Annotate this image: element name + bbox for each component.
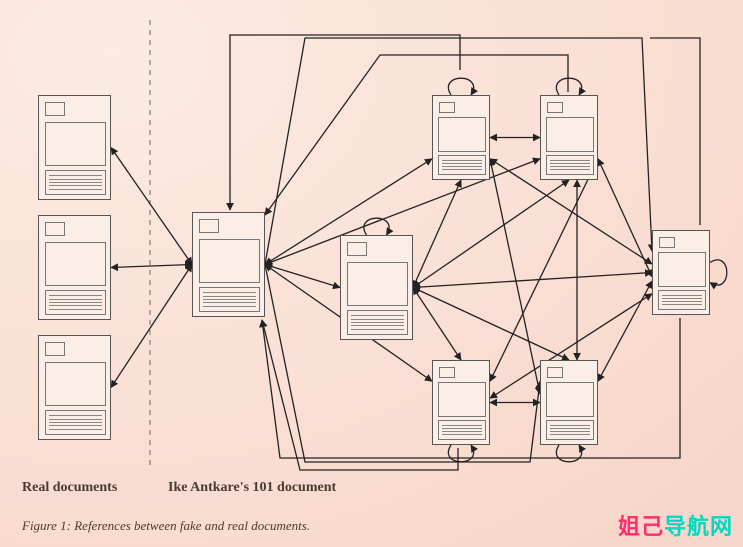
document-node: [340, 235, 413, 340]
document-node: [38, 335, 111, 440]
document-node: [38, 215, 111, 320]
label-fake-documents: Ike Antkare's 101 document: [168, 480, 336, 496]
document-node: [540, 360, 598, 445]
label-real-documents: Real documents: [22, 480, 117, 496]
document-node: [652, 230, 710, 315]
document-node: [192, 212, 265, 317]
document-node: [540, 95, 598, 180]
document-node: [38, 95, 111, 200]
figure-caption: Figure 1: References between fake and re…: [22, 518, 310, 534]
document-node: [432, 95, 490, 180]
document-node: [432, 360, 490, 445]
